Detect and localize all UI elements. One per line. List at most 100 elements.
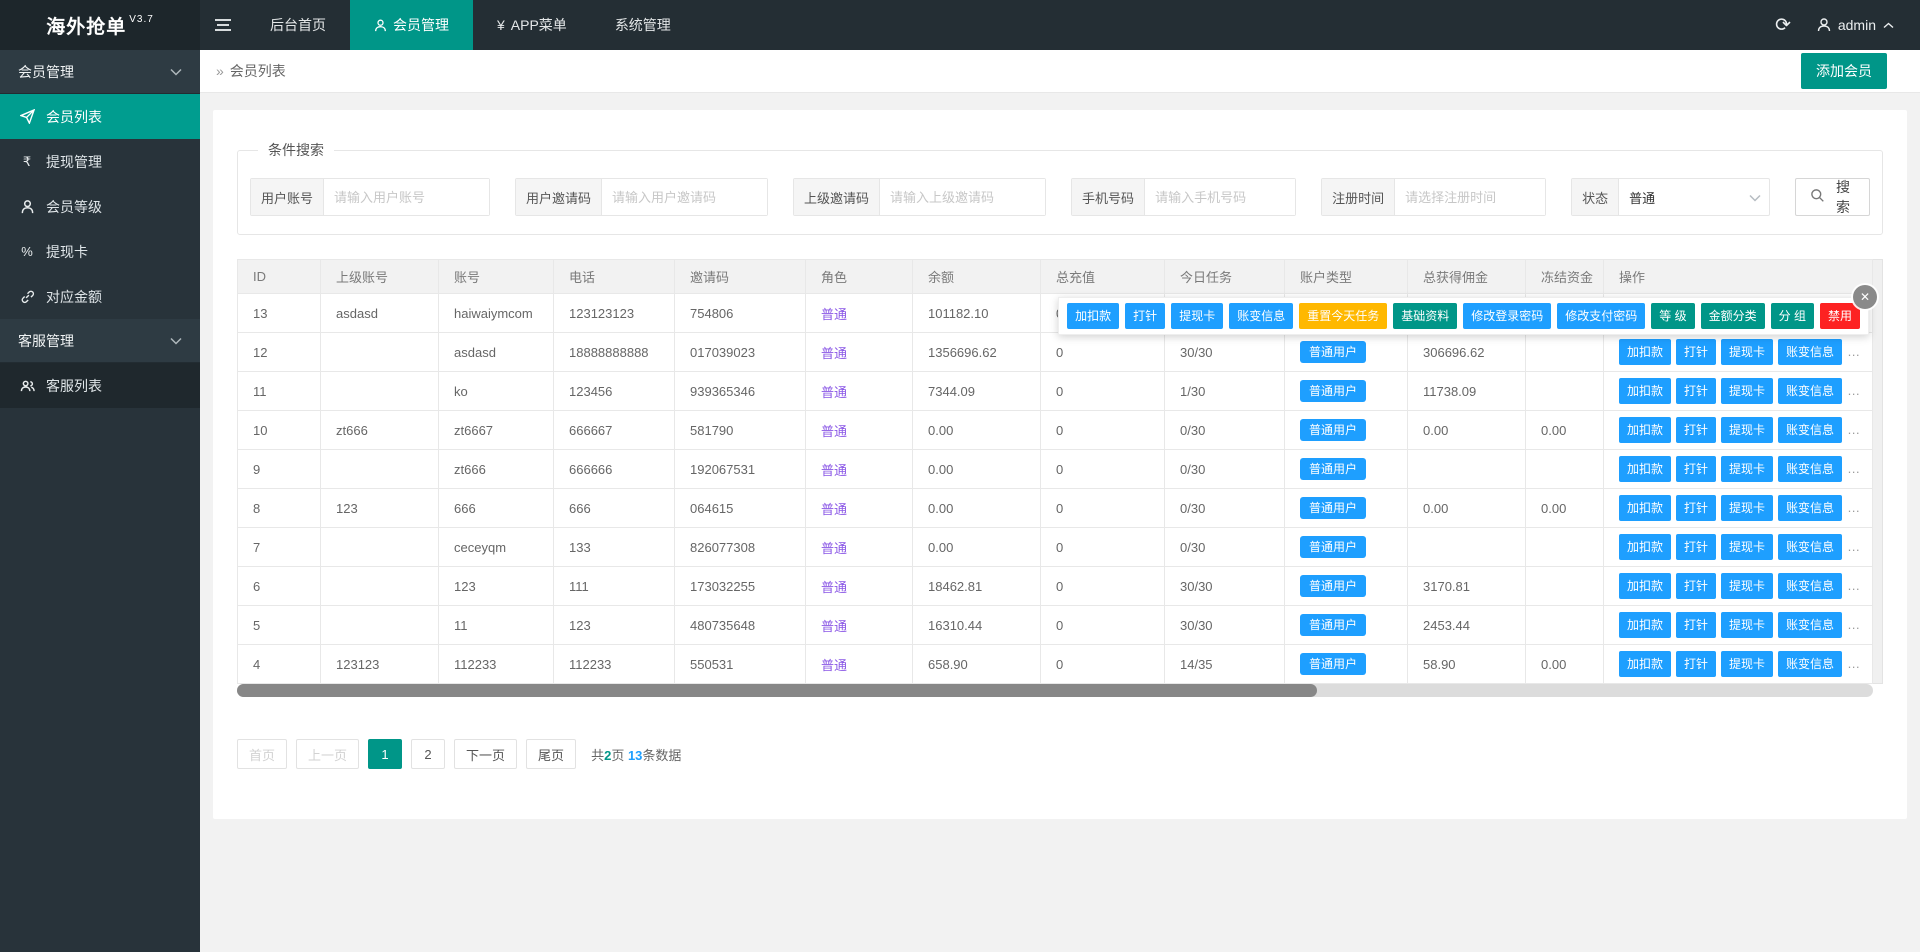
more-actions-icon[interactable]: …: [1847, 383, 1862, 398]
sidebar-item-对应金额[interactable]: 对应金额: [0, 274, 200, 319]
popup-action-button[interactable]: 重置今天任务: [1299, 303, 1388, 329]
row-action-button[interactable]: 提现卡: [1721, 495, 1774, 521]
horizontal-scrollbar-thumb[interactable]: [237, 684, 1317, 697]
row-action-button[interactable]: 账变信息: [1778, 339, 1843, 365]
sidebar-group-1[interactable]: 会员管理: [0, 50, 200, 94]
row-action-button[interactable]: 账变信息: [1778, 651, 1843, 677]
sidebar-item-提现管理[interactable]: ₹ 提现管理: [0, 139, 200, 184]
row-action-button[interactable]: 提现卡: [1721, 612, 1774, 638]
row-action-button[interactable]: 加扣款: [1619, 456, 1672, 482]
account-type-badge[interactable]: 普通用户: [1300, 458, 1367, 480]
row-action-button[interactable]: 账变信息: [1778, 612, 1843, 638]
role-link[interactable]: 普通: [821, 306, 848, 322]
row-action-button[interactable]: 账变信息: [1778, 378, 1843, 404]
nav-tab-2[interactable]: 会员管理: [350, 0, 473, 50]
pagination-last[interactable]: 尾页: [526, 739, 577, 769]
account-type-badge[interactable]: 普通用户: [1300, 497, 1367, 519]
vertical-scrollbar[interactable]: [1873, 259, 1883, 684]
popup-action-button[interactable]: 金额分类: [1700, 303, 1765, 329]
search-button[interactable]: 搜 索: [1795, 178, 1870, 216]
role-link[interactable]: 普通: [821, 501, 848, 517]
role-link[interactable]: 普通: [821, 345, 848, 361]
row-action-button[interactable]: 提现卡: [1721, 339, 1774, 365]
popup-action-button[interactable]: 修改登录密码: [1463, 303, 1552, 329]
row-action-button[interactable]: 加扣款: [1619, 612, 1672, 638]
popup-action-button[interactable]: 打针: [1125, 303, 1166, 329]
row-action-button[interactable]: 加扣款: [1619, 339, 1672, 365]
popup-action-button[interactable]: 等 级: [1651, 303, 1695, 329]
popup-action-button[interactable]: 提现卡: [1171, 303, 1224, 329]
role-link[interactable]: 普通: [821, 618, 848, 634]
account-type-badge[interactable]: 普通用户: [1300, 536, 1367, 558]
nav-tab-4[interactable]: 系统管理: [591, 0, 695, 50]
row-action-button[interactable]: 账变信息: [1778, 573, 1843, 599]
row-action-button[interactable]: 提现卡: [1721, 456, 1774, 482]
more-actions-icon[interactable]: …: [1847, 578, 1862, 593]
sidebar-item-会员列表[interactable]: 会员列表: [0, 94, 200, 139]
pagination-first[interactable]: 首页: [237, 739, 288, 769]
row-action-button[interactable]: 加扣款: [1619, 378, 1672, 404]
pagination-page-1[interactable]: 1: [368, 739, 403, 769]
search-input-4[interactable]: [1145, 179, 1296, 215]
row-action-button[interactable]: 提现卡: [1721, 573, 1774, 599]
sidebar-item-客服列表[interactable]: 客服列表: [0, 363, 200, 408]
more-actions-icon[interactable]: …: [1847, 617, 1862, 632]
row-action-button[interactable]: 打针: [1676, 456, 1717, 482]
refresh-icon[interactable]: ⟳: [1774, 14, 1791, 36]
add-member-button[interactable]: 添加会员: [1801, 53, 1887, 89]
popup-action-button[interactable]: 账变信息: [1229, 303, 1294, 329]
sidebar-item-会员等级[interactable]: 会员等级: [0, 184, 200, 229]
pagination-prev[interactable]: 上一页: [296, 739, 360, 769]
more-actions-icon[interactable]: …: [1847, 461, 1862, 476]
user-menu[interactable]: admin: [1817, 17, 1894, 33]
row-action-button[interactable]: 账变信息: [1778, 417, 1843, 443]
popup-action-button[interactable]: 分 组: [1770, 303, 1814, 329]
row-action-button[interactable]: 提现卡: [1721, 378, 1774, 404]
sidebar-group-2[interactable]: 客服管理: [0, 319, 200, 363]
account-type-badge[interactable]: 普通用户: [1300, 380, 1367, 402]
role-link[interactable]: 普通: [821, 423, 848, 439]
account-type-badge[interactable]: 普通用户: [1300, 419, 1367, 441]
popup-action-button[interactable]: 基础资料: [1393, 303, 1458, 329]
role-link[interactable]: 普通: [821, 384, 848, 400]
more-actions-icon[interactable]: …: [1847, 344, 1862, 359]
account-type-badge[interactable]: 普通用户: [1300, 575, 1367, 597]
role-link[interactable]: 普通: [821, 540, 848, 556]
more-actions-icon[interactable]: …: [1847, 539, 1862, 554]
more-actions-icon[interactable]: …: [1847, 422, 1862, 437]
account-type-badge[interactable]: 普通用户: [1300, 653, 1367, 675]
row-action-button[interactable]: 打针: [1676, 378, 1717, 404]
popup-action-button[interactable]: 修改支付密码: [1557, 303, 1646, 329]
account-type-badge[interactable]: 普通用户: [1300, 341, 1367, 363]
nav-tab-1[interactable]: 后台首页: [246, 0, 350, 50]
search-input-2[interactable]: [602, 179, 768, 215]
row-action-button[interactable]: 提现卡: [1721, 651, 1774, 677]
pagination-page-2[interactable]: 2: [411, 739, 446, 769]
popup-action-button[interactable]: 禁用: [1819, 303, 1860, 329]
more-actions-icon[interactable]: …: [1847, 500, 1862, 515]
search-input-3[interactable]: [880, 179, 1046, 215]
row-action-button[interactable]: 提现卡: [1721, 534, 1774, 560]
close-icon[interactable]: ✕: [1853, 285, 1877, 309]
row-action-button[interactable]: 打针: [1676, 495, 1717, 521]
row-action-button[interactable]: 加扣款: [1619, 573, 1672, 599]
menu-toggle-icon[interactable]: [200, 0, 246, 50]
row-action-button[interactable]: 加扣款: [1619, 534, 1672, 560]
row-action-button[interactable]: 加扣款: [1619, 651, 1672, 677]
role-link[interactable]: 普通: [821, 657, 848, 673]
row-action-button[interactable]: 打针: [1676, 339, 1717, 365]
search-input-1[interactable]: [324, 179, 490, 215]
status-select[interactable]: 普通: [1619, 179, 1769, 215]
pagination-next[interactable]: 下一页: [454, 739, 518, 769]
row-action-button[interactable]: 提现卡: [1721, 417, 1774, 443]
nav-tab-3[interactable]: ¥ APP菜单: [473, 0, 591, 50]
popup-action-button[interactable]: 加扣款: [1067, 303, 1120, 329]
row-action-button[interactable]: 打针: [1676, 534, 1717, 560]
row-action-button[interactable]: 账变信息: [1778, 534, 1843, 560]
role-link[interactable]: 普通: [821, 462, 848, 478]
row-action-button[interactable]: 账变信息: [1778, 495, 1843, 521]
row-action-button[interactable]: 账变信息: [1778, 456, 1843, 482]
row-action-button[interactable]: 打针: [1676, 651, 1717, 677]
row-action-button[interactable]: 加扣款: [1619, 417, 1672, 443]
search-input-5[interactable]: [1395, 179, 1546, 215]
